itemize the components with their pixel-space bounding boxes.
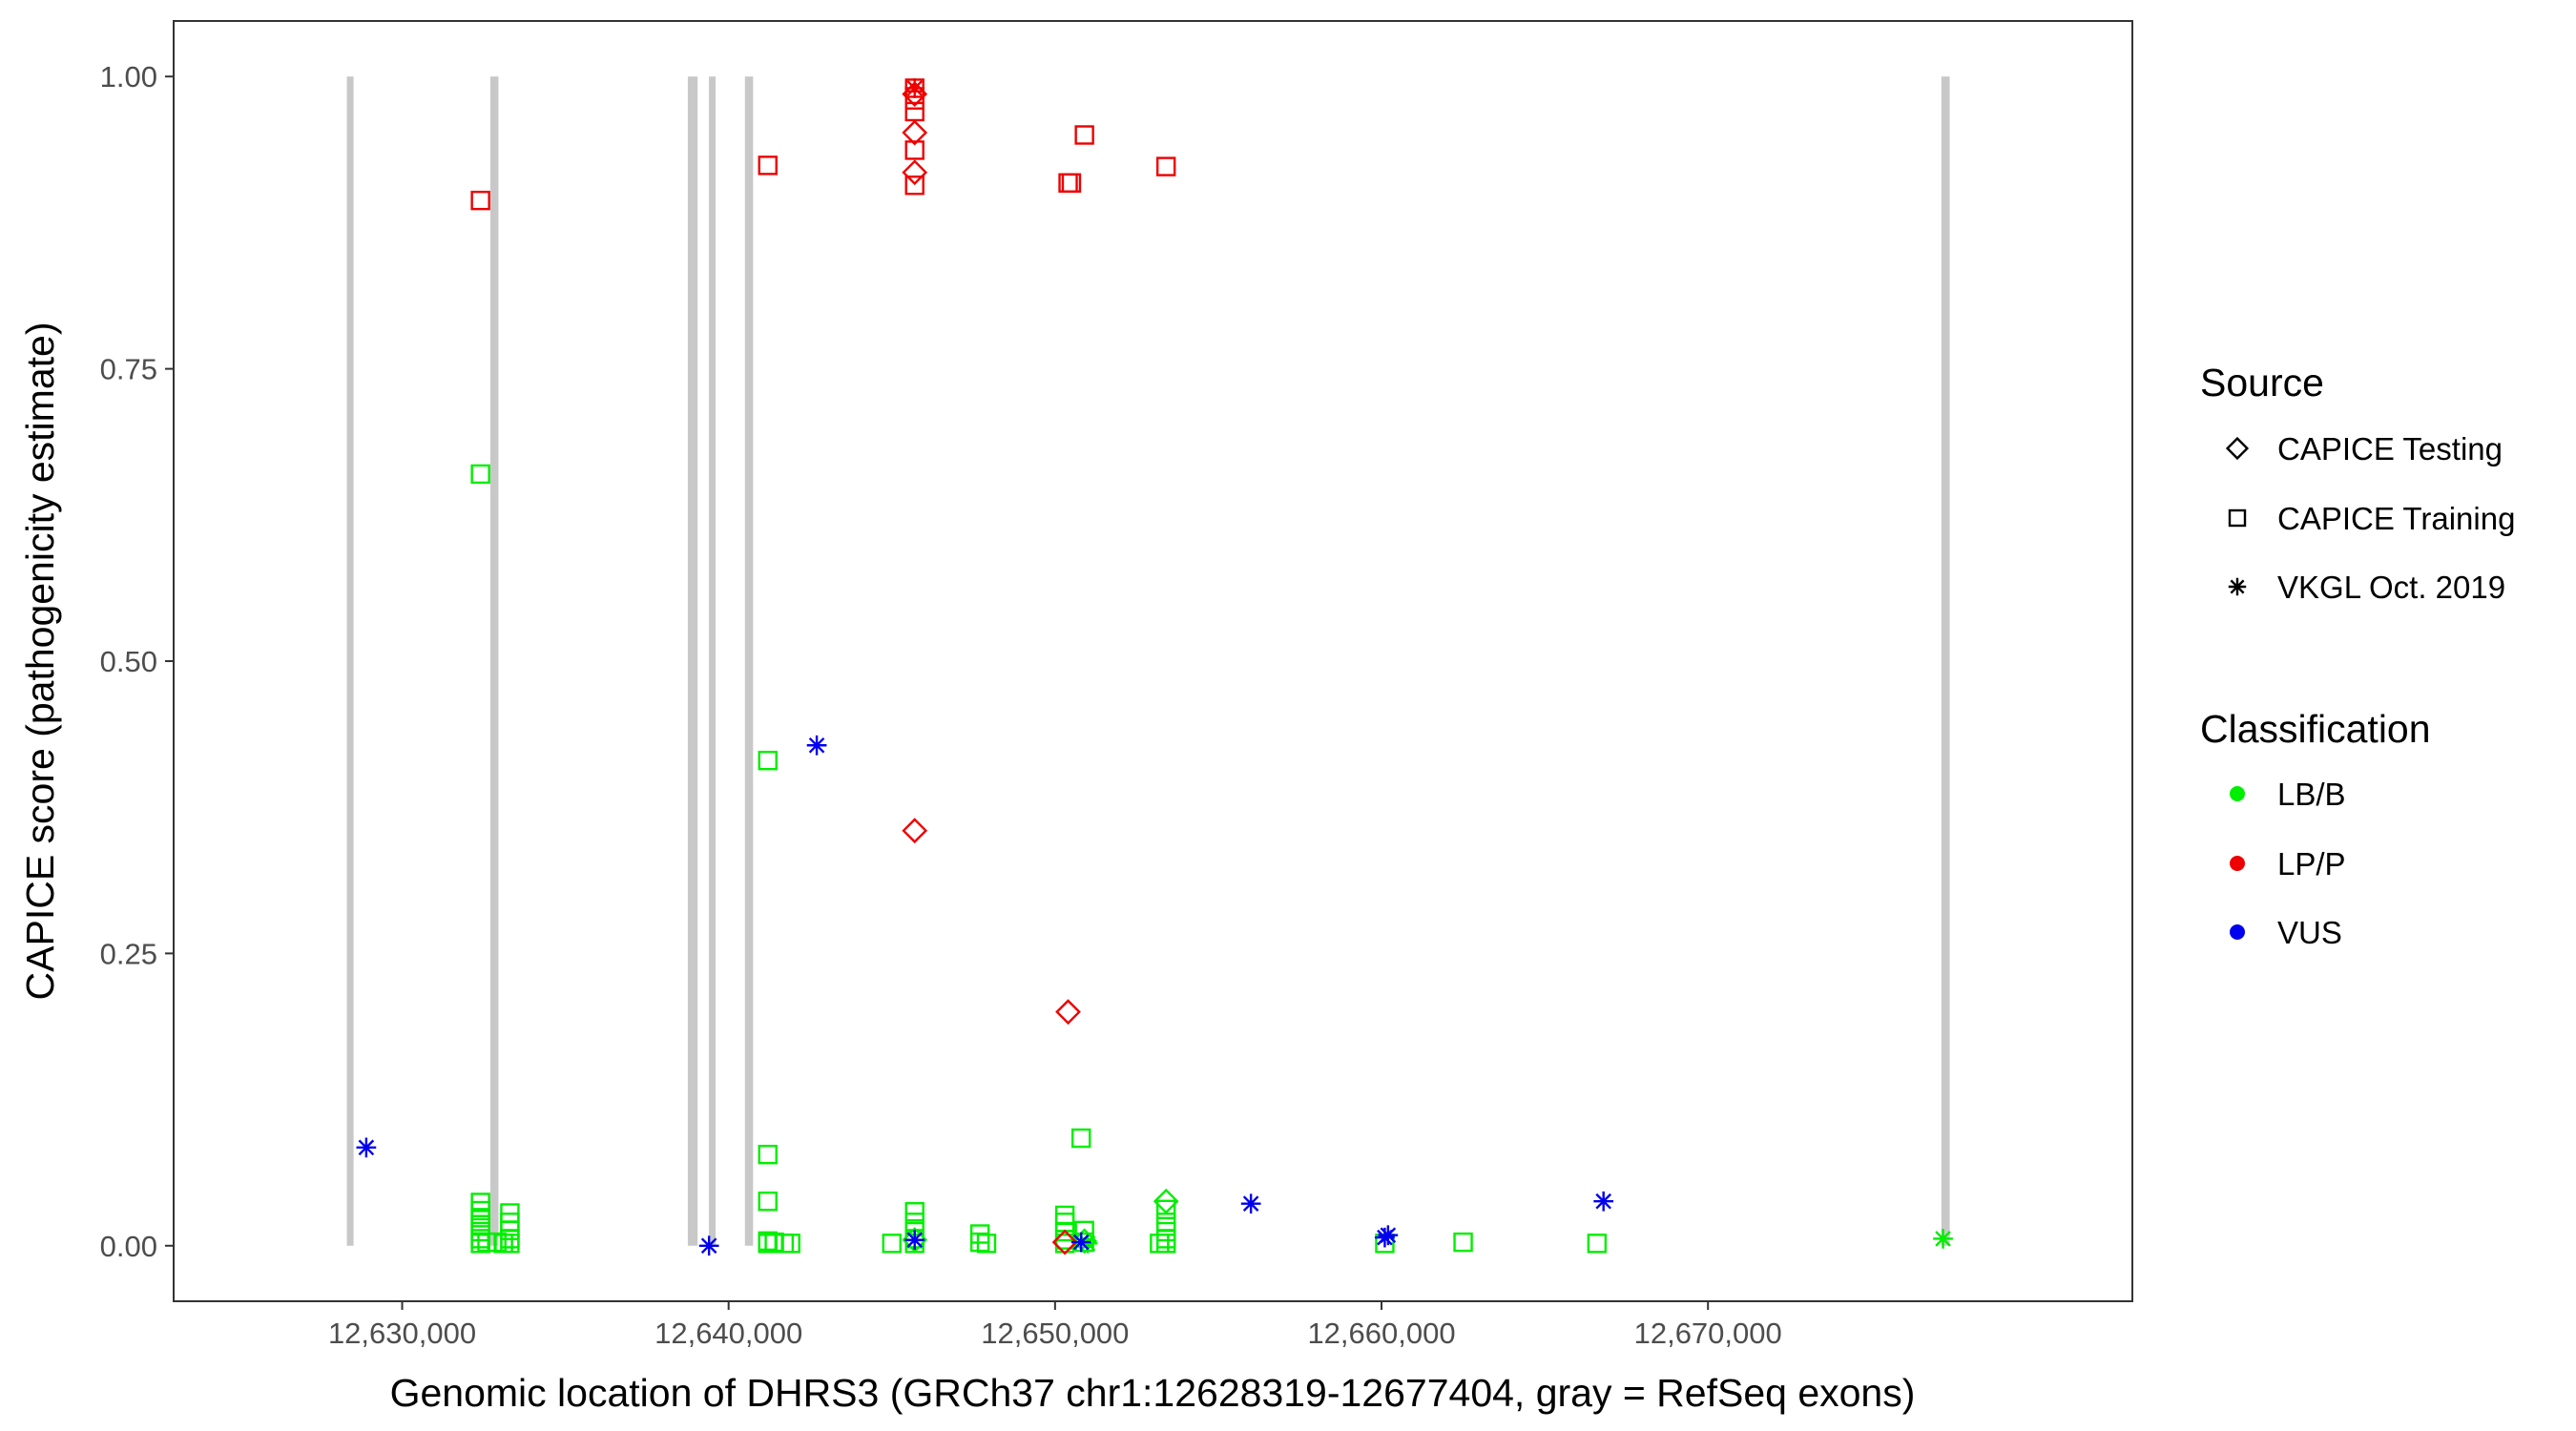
data-point-square	[1150, 1234, 1170, 1254]
data-point-star	[806, 735, 827, 756]
x-axis: 12,630,000 12,640,000 12,650,000 12,660,000…	[328, 1301, 1782, 1350]
y-tick-label: 0.25	[100, 937, 157, 970]
data-point-star	[904, 1230, 925, 1251]
legend-source-label: CAPICE Testing	[2277, 431, 2503, 467]
data-point-diamond	[902, 81, 928, 107]
data-point-square	[882, 1234, 902, 1254]
data-point-square	[487, 1232, 507, 1253]
y-tick-label: 0.50	[100, 645, 157, 678]
x-tick-label: 12,640,000	[654, 1317, 802, 1350]
legend-key-dot	[2230, 786, 2245, 801]
data-point-star	[1378, 1225, 1399, 1246]
data-point-square	[470, 464, 490, 485]
data-point-square	[969, 1232, 990, 1253]
legend-classification-label: LB/B	[2277, 777, 2346, 812]
data-point-diamond	[902, 818, 928, 844]
data-point-star	[1593, 1191, 1614, 1212]
legend: Source CAPICE Testing CAPICE Training VKGL …	[2200, 361, 2515, 950]
plot-panel	[174, 21, 2132, 1301]
legend-key-star	[2228, 577, 2247, 596]
data-point-diamond	[1051, 1229, 1078, 1255]
data-point-square	[904, 1202, 924, 1222]
exon-bar	[687, 76, 698, 1246]
data-point-star	[904, 78, 925, 98]
data-point-diamond	[1153, 1188, 1179, 1214]
data-point-diamond	[1055, 999, 1081, 1026]
x-tick-label: 12,650,000	[981, 1317, 1129, 1350]
y-axis-title: CAPICE score (pathogenicity estimate)	[18, 322, 62, 1001]
data-point-diamond	[902, 119, 928, 146]
x-tick-label: 12,630,000	[328, 1317, 476, 1350]
data-point-square	[758, 1144, 778, 1165]
x-tick-label: 12,660,000	[1307, 1317, 1455, 1350]
data-point-square	[470, 190, 490, 211]
legend-key-dot	[2230, 856, 2245, 871]
data-point-diamond	[902, 1227, 928, 1254]
x-tick-label: 12,670,000	[1634, 1317, 1782, 1350]
y-axis: 0.00 0.25 0.50 0.75 1.00	[100, 60, 174, 1263]
data-point-square	[1587, 1234, 1608, 1254]
data-point-star	[1070, 1232, 1091, 1253]
points-layer	[356, 78, 1953, 1256]
data-point-square	[1071, 1128, 1091, 1149]
data-point-star	[698, 1235, 719, 1256]
data-point-square	[1453, 1232, 1473, 1253]
data-point-square	[758, 1192, 778, 1212]
exon-bar	[744, 76, 754, 1246]
data-point-star	[356, 1137, 377, 1158]
legend-classification-title: Classification	[2200, 707, 2431, 751]
data-point-square	[976, 1234, 997, 1254]
legend-key-diamond	[2225, 436, 2250, 461]
exon-bar	[489, 76, 499, 1246]
data-point-square	[1155, 1199, 1176, 1219]
data-point-square	[500, 1234, 520, 1254]
data-point-square	[780, 1234, 800, 1254]
legend-source-title: Source	[2200, 361, 2324, 404]
legend-source-label: CAPICE Training	[2277, 501, 2515, 536]
data-point-diamond	[902, 159, 928, 186]
data-point-star	[1933, 1229, 1953, 1249]
data-point-star	[1077, 1233, 1098, 1254]
x-axis-title: Genomic location of DHRS3 (GRCh37 chr1:1…	[390, 1371, 1916, 1415]
legend-classification-label: LP/P	[2277, 846, 2346, 881]
data-point-square	[758, 156, 778, 176]
exon-bar	[709, 76, 717, 1246]
data-point-square	[758, 750, 778, 771]
data-point-square	[1074, 125, 1094, 145]
data-point-square	[1061, 173, 1082, 193]
legend-key-dot	[2230, 924, 2245, 940]
legend-source-label: VKGL Oct. 2019	[2277, 570, 2505, 605]
y-tick-label: 0.00	[100, 1230, 157, 1263]
exon-bar	[346, 76, 354, 1246]
legend-key-square	[2228, 508, 2247, 528]
data-point-square	[904, 140, 924, 160]
data-point-star	[1240, 1193, 1261, 1214]
y-tick-label: 0.75	[100, 353, 157, 386]
data-point-square	[904, 175, 924, 196]
exon-bar	[1941, 76, 1950, 1246]
exon-layer	[346, 76, 1950, 1246]
data-point-square	[1155, 156, 1176, 176]
legend-classification-label: VUS	[2277, 915, 2342, 950]
y-tick-label: 1.00	[100, 60, 157, 93]
